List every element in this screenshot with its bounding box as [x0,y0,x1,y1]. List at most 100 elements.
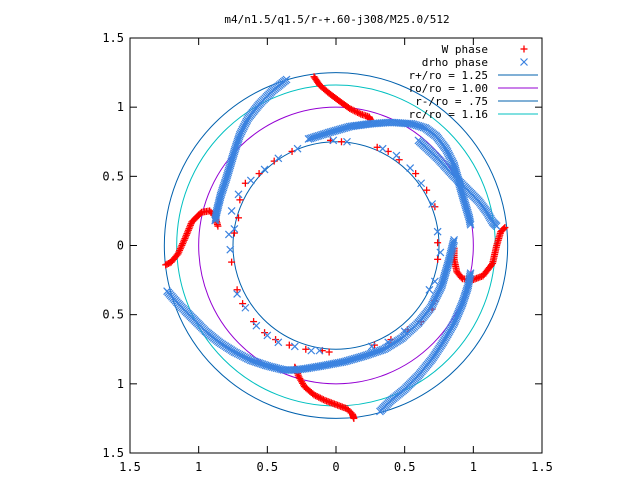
series-1-scatter-point-31 [246,176,255,185]
x-tick-label-2: 0.5 [256,460,278,474]
series-0-arm-2-point [318,395,326,403]
series-1-scatter-point-14 [384,338,393,347]
series-1-arm-5-point [376,407,384,416]
legend-label-1: drho phase [422,56,488,69]
series-0-arm-0-point [347,105,355,113]
series-0-arm-2-point [313,392,321,400]
series-1-arm-1-point [466,220,475,229]
series-0-arm-0-point [350,107,358,115]
series-1-arm-4-point [290,366,299,374]
series-1-scatter-point-0 [234,190,243,199]
series-0-arm-1-point [501,224,509,232]
x-tick-label-0: 1.5 [119,460,141,474]
series-1-arm-2-point [492,222,501,231]
series-1-scatter-point-15 [400,327,409,336]
series-0-scatter-point-7 [250,318,258,326]
series-0-scatter-point-1 [236,196,244,204]
data-points [162,73,509,422]
series-1-arm-1-point [466,219,475,227]
series-0-scatter-point-31 [270,157,278,165]
series-1-scatter-point-22 [417,179,426,188]
series-0-arm-1-point [457,273,465,281]
legend-label-4: r-/ro = .75 [415,95,488,108]
reference-circle-1 [198,106,474,385]
series-0-scatter-point-23 [423,186,431,194]
series-0-arm-3-point [184,228,192,236]
legend-symbol-0 [520,45,528,53]
reference-circle-2 [232,141,440,350]
series-0-arm-0-point [355,109,363,117]
series-0-arm-2-point [321,396,329,404]
series-0-arm-1-point [487,261,495,269]
chart-title: m4/n1.5/q1.5/r-+.60-j308/M25.0/512 [224,13,449,26]
legend-label-5: rc/ro = 1.16 [409,108,488,121]
series-1-scatter-point-5 [233,289,242,298]
series-0-arm-2-point [315,393,323,401]
series-1-scatter-point-13 [367,342,376,351]
series-1-scatter-point-8 [263,331,272,340]
series-1-scatter-point-3 [224,230,233,239]
legend-label-0: W phase [442,43,488,56]
y-tick-label-3: 0 [117,239,124,253]
series-1-scatter-point-20 [433,227,442,236]
series-0-arm-0-point [352,108,360,116]
series-0-scatter-point-28 [337,138,345,146]
x-tick-label-3: 0 [332,460,339,474]
series-0-scatter-point-11 [302,345,310,353]
series-1-scatter-point-9 [274,338,283,347]
series-0-scatter-point-13 [325,348,333,356]
series-1-scatter-point-1 [227,206,236,215]
series-1-scatter-point-29 [274,154,283,163]
legend-symbol-1 [520,58,528,66]
y-tick-label-0: 1.5 [102,31,124,45]
series-1-arm-4-point [289,366,297,374]
series-0-scatter-point-5 [233,286,241,294]
series-1-scatter-point-26 [343,137,351,146]
series-1-scatter-point-24 [392,151,401,160]
series-0-scatter-point-4 [228,258,236,266]
series-0-scatter-point-27 [373,143,381,151]
series-0-scatter-point-3 [230,229,238,237]
series-0-scatter-point-2 [234,214,242,222]
series-0-scatter-point-32 [255,170,263,178]
series-1-scatter-point-19 [436,248,445,257]
series-0-arm-0-point [349,106,357,114]
y-tick-label-6: 1.5 [102,446,124,460]
series-1-scatter-point-6 [241,303,250,312]
series-1-scatter-point-21 [428,200,437,208]
series-0-arm-3-point [186,223,194,231]
series-0-arm-3-point [182,231,190,239]
series-1-arm-0-point [211,216,220,225]
series-0-arm-3-point [182,233,190,241]
y-tick-label-2: 0.5 [102,169,124,183]
series-1-scatter-point-10 [290,342,299,351]
series-1-scatter-point-28 [293,144,302,153]
series-0-arm-3-point [181,235,189,243]
series-1-scatter-point-4 [226,245,235,254]
series-0-arm-0-point [346,105,354,113]
series-1 [163,75,501,416]
series-0-arm-3-point [184,226,192,234]
series-1-scatter-point-23 [406,164,415,172]
series-1-scatter-point-7 [252,321,261,330]
series-0-scatter-point-21 [434,239,442,247]
series-1-arm-4-point [287,366,296,374]
series-1-scatter-point-12 [315,346,324,355]
series-1-scatter-point-11 [307,346,316,355]
series-0-arm-0-point [354,109,362,117]
series-1-scatter-point-17 [425,285,434,294]
series-0-scatter-point-14 [370,341,378,349]
series-1-scatter-point-16 [414,319,423,327]
series-1-scatter-point-25 [378,144,387,153]
series-1-scatter-point-27 [329,136,338,145]
reference-circle-0 [163,72,509,419]
series-1-scatter-point-18 [430,277,439,286]
series-0-arm-3-point [186,221,194,229]
series-0-arm-3-point [183,230,191,238]
series-0-scatter-point-24 [412,170,420,178]
y-tick-label-4: 0.5 [102,308,124,322]
series-1-arm-0-point [211,215,220,223]
